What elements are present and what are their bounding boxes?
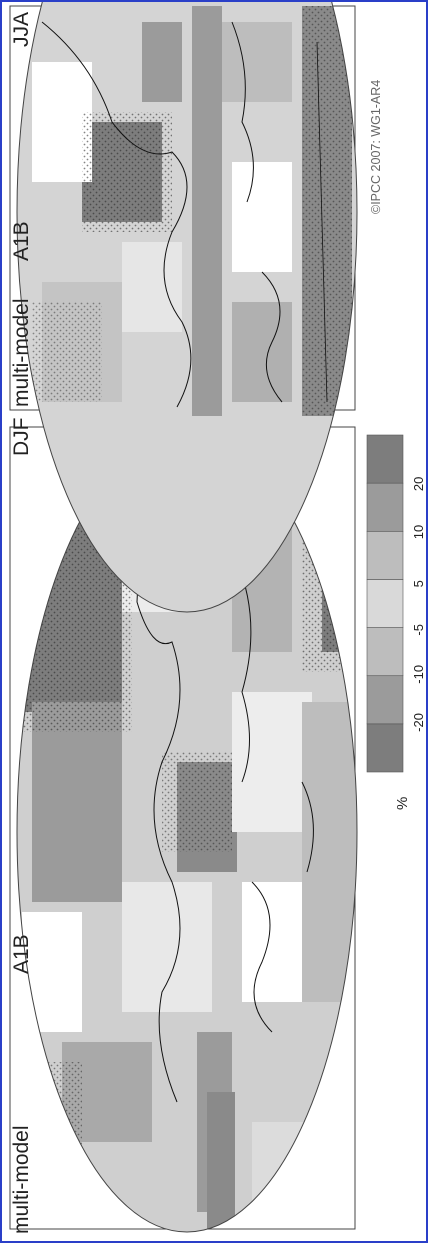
colorbar-tick-label: 20 bbox=[411, 477, 426, 491]
map-panel-jja: multi-model A1B JJA bbox=[9, 2, 358, 613]
colorbar-cell bbox=[366, 579, 404, 628]
panel-model-label-djf: multi-model bbox=[10, 1125, 33, 1234]
panel-scenario-label-djf: A1B bbox=[10, 934, 33, 974]
panel-season-label-djf: DJF bbox=[10, 418, 33, 457]
colorbar-tick-label: -10 bbox=[411, 665, 426, 684]
panel-title-jja: multi-model A1B JJA bbox=[10, 12, 33, 407]
panel-season-label-jja: JJA bbox=[10, 12, 33, 47]
colorbar-tick-label: 5 bbox=[411, 580, 426, 587]
colorbar-cell bbox=[366, 530, 404, 580]
panel-model-label-jja: multi-model bbox=[10, 298, 33, 407]
colorbar-cell bbox=[366, 675, 404, 725]
colorbar-cell bbox=[366, 723, 404, 773]
copyright-credit: ©IPCC 2007: WG1-AR4 bbox=[369, 80, 383, 214]
panel-title-djf: multi-model A1B DJF bbox=[10, 418, 33, 1235]
colorbar: % -20 -10 -5 5 10 20 bbox=[366, 434, 426, 810]
panel-scenario-label-jja: A1B bbox=[10, 221, 33, 261]
colorbar-unit-label: % bbox=[394, 797, 411, 810]
map-field-jja bbox=[17, 2, 357, 612]
colorbar-cell bbox=[366, 482, 404, 532]
colorbar-cell bbox=[366, 434, 404, 484]
colorbar-tick-label: -20 bbox=[411, 713, 426, 732]
colorbar-cell bbox=[366, 627, 404, 677]
colorbar-tick-label: -5 bbox=[411, 624, 426, 636]
colorbar-tick-label: 10 bbox=[411, 525, 426, 539]
